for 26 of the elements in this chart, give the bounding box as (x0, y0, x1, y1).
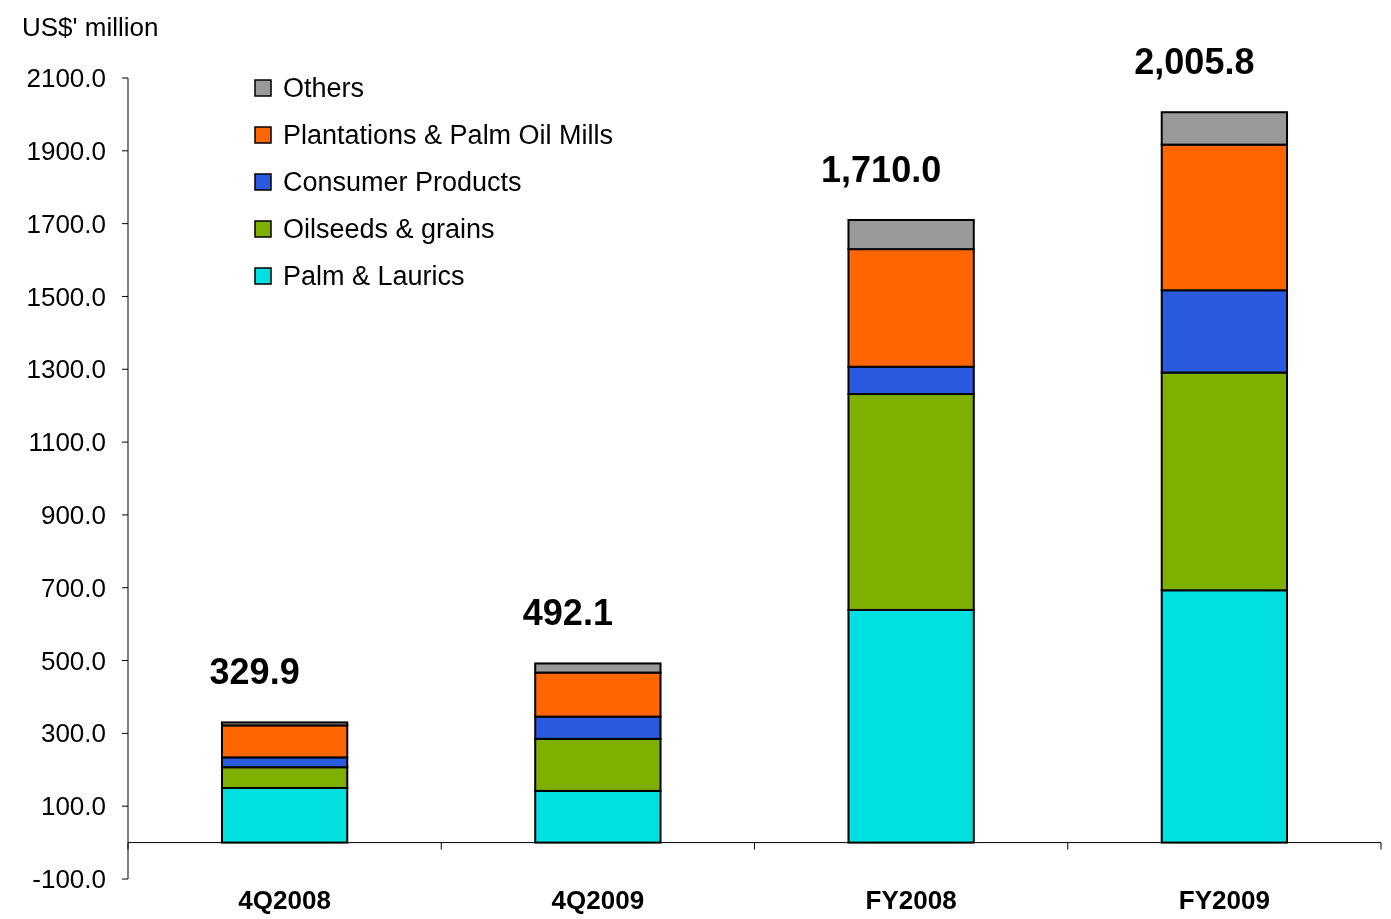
legend-label: Oilseeds & grains (283, 214, 495, 245)
y-tick-label: 1500.0 (26, 281, 106, 312)
y-tick-label: 700.0 (40, 572, 106, 603)
legend-label: Plantations & Palm Oil Mills (283, 120, 614, 151)
x-tick-label: 4Q2009 (551, 885, 645, 915)
y-tick-label: 2100.0 (26, 63, 106, 94)
legend-label: Others (283, 73, 365, 104)
x-tick-label: 4Q2008 (238, 885, 331, 915)
y-tick-label: 100.0 (40, 791, 106, 822)
legend-label: Palm & Laurics (283, 261, 465, 292)
x-tick-label: FY2008 (865, 885, 957, 915)
total-label: 492.1 (522, 592, 613, 634)
y-axis-title: US$' million (22, 12, 159, 42)
y-tick-label: 1100.0 (28, 427, 106, 458)
total-label: 2,005.8 (1134, 41, 1255, 83)
y-tick-label: -100.0 (32, 864, 106, 895)
y-tick-label: 300.0 (40, 718, 106, 749)
legend-label: Consumer Products (283, 167, 522, 198)
y-tick-label: 900.0 (40, 500, 106, 531)
y-tick-label: 500.0 (40, 645, 106, 676)
y-tick-label: 1700.0 (26, 208, 106, 239)
y-tick-label: 1300.0 (26, 354, 106, 385)
total-label: 1,710.0 (821, 149, 942, 190)
total-label: 329.9 (209, 651, 300, 693)
y-tick-label: 1900.0 (26, 135, 106, 166)
x-tick-label: FY2009 (1178, 885, 1270, 915)
